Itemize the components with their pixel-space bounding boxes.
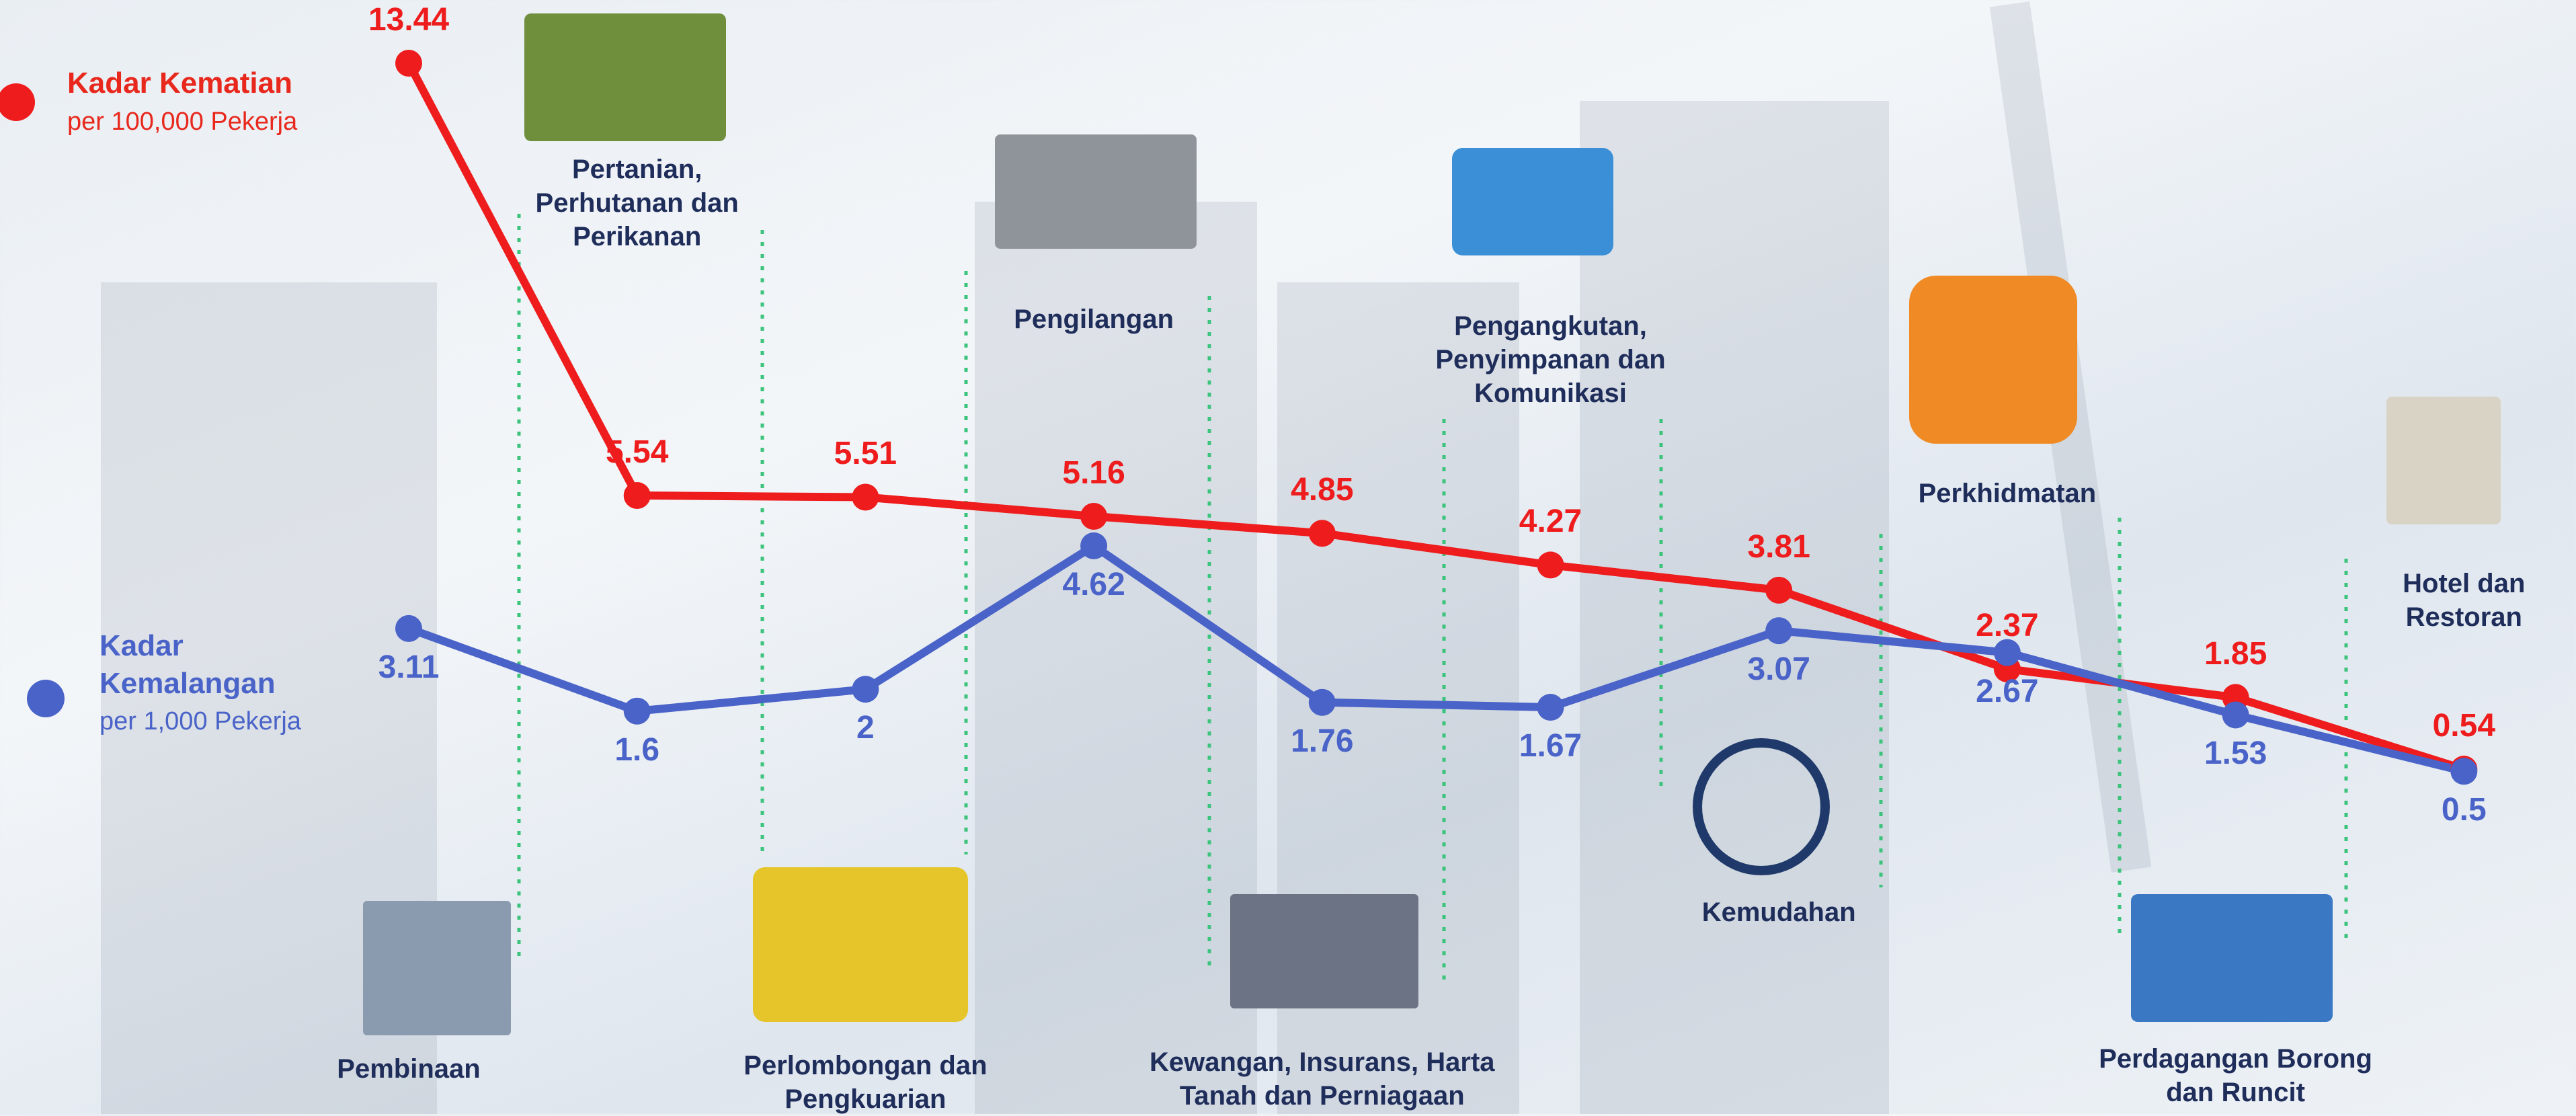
category-label: Pengilangan: [986, 303, 1201, 336]
category-label: Kemudahan: [1678, 895, 1880, 929]
data-label: 2.37: [1976, 607, 2038, 644]
data-point: [2450, 758, 2477, 785]
category-label: Pembinaan: [308, 1052, 510, 1086]
data-label: 5.51: [834, 435, 897, 472]
data-label: 4.27: [1519, 503, 1582, 540]
data-point: [852, 483, 879, 510]
category-label: Hotel dan Restoran: [2376, 567, 2551, 634]
data-label: 4.85: [1291, 471, 1353, 508]
data-label: 1.6: [614, 731, 659, 768]
data-point: [395, 615, 422, 642]
data-point: [1537, 551, 1564, 578]
data-label: 0.5: [2442, 791, 2487, 828]
category-label: Pengangkutan, Penyimpanan dan Komunikasi: [1420, 309, 1682, 410]
data-point: [1765, 617, 1792, 644]
data-point: [2222, 701, 2249, 728]
category-label: Kewangan, Insurans, Harta Tanah dan Pern…: [1121, 1045, 1524, 1113]
category-label: Perkhidmatan: [1900, 477, 2115, 510]
data-point: [1080, 503, 1107, 530]
data-label: 1.76: [1291, 723, 1353, 760]
data-label: 2: [856, 709, 875, 746]
category-label: Pertanian, Perhutanan dan Perikanan: [523, 153, 752, 253]
data-point: [624, 698, 651, 725]
data-label: 3.81: [1747, 528, 1810, 565]
legend-marker: [27, 680, 65, 717]
data-point: [395, 50, 422, 77]
data-label: 13.44: [368, 1, 449, 38]
data-point: [1537, 694, 1564, 721]
data-point: [852, 676, 879, 703]
legend-unit: per 1,000 Pekerja: [99, 707, 301, 736]
category-label: Perdagangan Borong dan Runcit: [2078, 1042, 2394, 1109]
data-label: 1.53: [2204, 735, 2267, 772]
data-label: 3.07: [1747, 651, 1810, 688]
data-label: 5.16: [1062, 454, 1125, 491]
chart: [0, 0, 2576, 1114]
data-point: [1309, 520, 1336, 547]
data-point: [1765, 577, 1792, 604]
data-label: 0.54: [2433, 707, 2495, 744]
legend-marker: [0, 83, 35, 121]
legend-label: Kadar Kemalangan: [99, 627, 301, 703]
data-point: [1309, 689, 1336, 716]
data-point: [1080, 532, 1107, 559]
data-label: 1.85: [2204, 635, 2267, 672]
legend-label: Kadar Kematian: [67, 65, 292, 102]
page: Kadar Kematian per 100,000 Pekerja Kadar…: [0, 0, 2576, 1114]
data-label: 4.62: [1062, 566, 1125, 603]
data-label: 1.67: [1519, 727, 1582, 764]
data-label: 2.67: [1976, 673, 2038, 710]
data-label: 3.11: [378, 649, 440, 686]
legend-unit: per 100,000 Pekerja: [67, 108, 297, 136]
category-label: Perlombongan dan Pengkuarian: [724, 1049, 1006, 1116]
data-label: 5.54: [606, 434, 668, 471]
data-point: [624, 482, 651, 509]
